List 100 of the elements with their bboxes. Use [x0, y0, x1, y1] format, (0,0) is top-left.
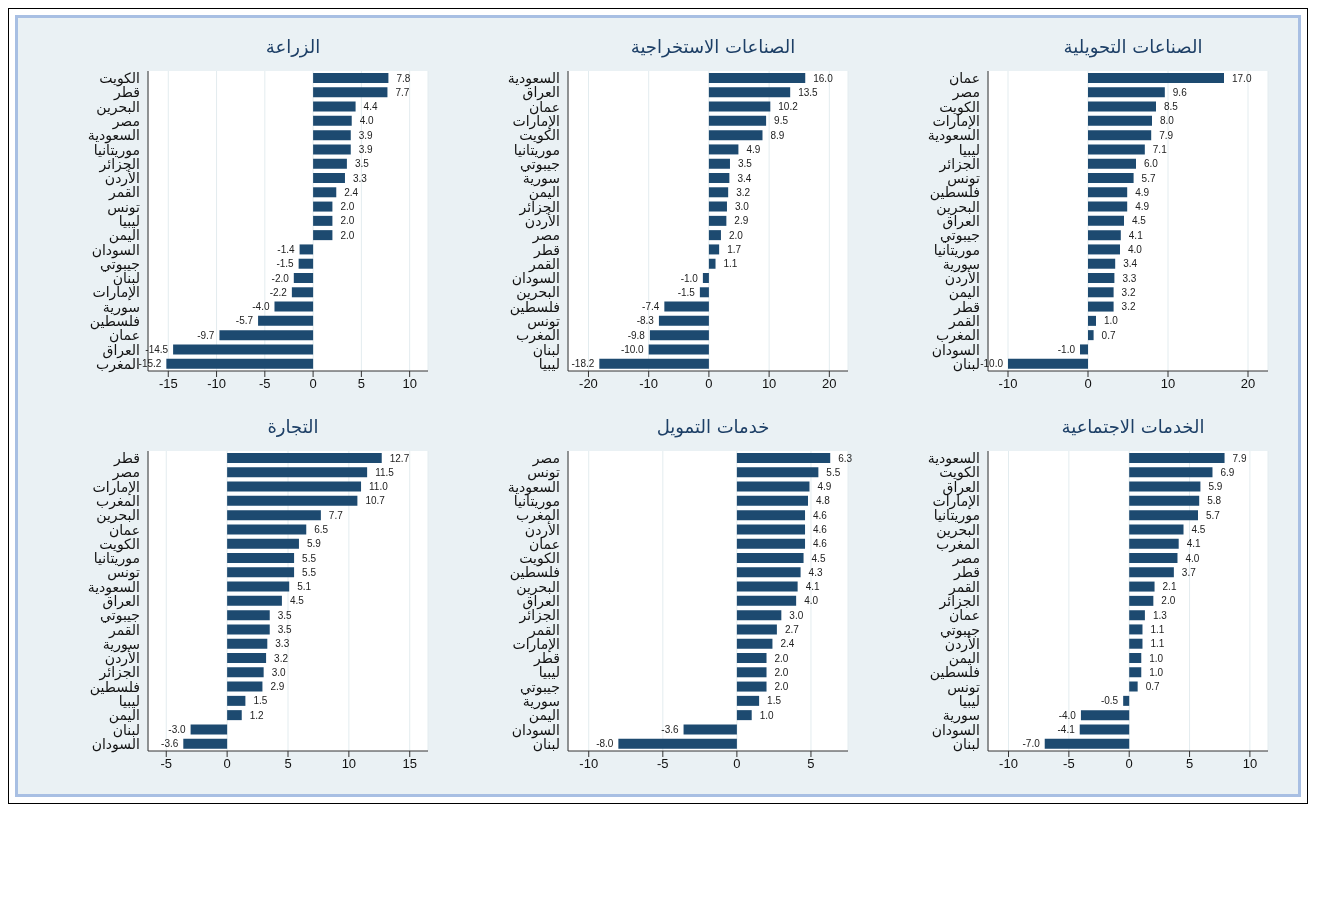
x-tick-label: 0 — [705, 376, 713, 392]
x-tick-label: 10 — [761, 376, 777, 392]
data-label: 3.2 — [1121, 286, 1136, 298]
data-label: 4.0 — [1128, 243, 1143, 255]
bar — [227, 595, 282, 606]
bar — [227, 524, 307, 535]
bar — [1088, 315, 1096, 326]
data-label: 4.5 — [289, 595, 305, 607]
data-label: -18.2 — [571, 358, 595, 370]
x-tick-label: 10 — [1160, 376, 1176, 392]
data-label: -4.0 — [252, 301, 270, 313]
data-label: -10.0 — [620, 343, 645, 355]
data-label: -14.5 — [145, 343, 169, 355]
bar — [219, 330, 314, 341]
x-tick-label: 5 — [807, 756, 815, 772]
data-label: 8.9 — [770, 129, 785, 141]
data-label: -2.0 — [271, 272, 290, 284]
bar — [227, 467, 368, 478]
x-tick-label: 10 — [402, 376, 417, 392]
chart-title: الصناعات الاستخراجية — [629, 36, 797, 60]
x-tick-label: 0 — [1084, 376, 1092, 392]
y-tick-label: السعودية — [507, 70, 560, 88]
bar — [1079, 724, 1130, 735]
bar — [227, 567, 295, 578]
bar — [708, 73, 806, 83]
bar — [1088, 201, 1128, 212]
bar — [708, 101, 771, 112]
bar — [708, 115, 767, 126]
bar — [1088, 101, 1156, 112]
bar — [227, 581, 290, 592]
data-label: 3.4 — [737, 172, 752, 184]
data-label: 5.9 — [1208, 481, 1223, 493]
bar — [736, 624, 777, 635]
data-label: 11.5 — [375, 466, 395, 478]
data-label: 10.7 — [365, 495, 386, 507]
bar — [708, 215, 727, 226]
data-label: 2.4 — [780, 638, 795, 650]
bar — [1088, 173, 1134, 183]
bar — [736, 681, 767, 692]
bar — [1129, 595, 1154, 606]
data-label: -4.1 — [1057, 723, 1076, 735]
data-label: -1.0 — [1057, 343, 1076, 355]
bar — [1008, 358, 1088, 369]
bar — [313, 144, 351, 155]
bar — [227, 538, 299, 549]
x-tick-label: -10 — [998, 376, 1018, 392]
data-label: 7.9 — [1159, 129, 1174, 141]
data-label: 7.1 — [1152, 143, 1168, 155]
chart-title: التجارة — [266, 416, 320, 439]
bar — [736, 510, 806, 521]
x-tick-label: 15 — [402, 756, 417, 772]
bar — [190, 724, 228, 735]
data-label: 3.4 — [1123, 258, 1138, 270]
data-label: 3.3 — [1122, 272, 1137, 284]
bar — [1129, 467, 1213, 478]
y-tick-label: مصر — [531, 450, 560, 468]
bar — [1129, 553, 1178, 563]
bar — [1088, 273, 1115, 283]
bar — [736, 467, 819, 478]
bar — [1129, 624, 1143, 635]
bar — [1088, 73, 1224, 83]
data-label: 4.8 — [816, 495, 831, 507]
data-label: 5.5 — [302, 566, 317, 578]
x-tick-label: -15 — [158, 376, 178, 392]
bar — [299, 244, 314, 255]
bar — [166, 358, 314, 369]
data-label: 3.0 — [734, 201, 750, 213]
data-label: 6.3 — [838, 452, 853, 464]
data-label: 4.6 — [813, 538, 828, 550]
data-label: 1.0 — [1149, 666, 1164, 678]
bar — [708, 230, 721, 241]
data-label: 5.1 — [297, 581, 312, 593]
bar — [664, 301, 709, 312]
bar — [736, 667, 767, 678]
bar — [183, 738, 228, 749]
data-label: -4.0 — [1058, 709, 1077, 721]
x-tick-label: 20 — [1240, 376, 1256, 392]
data-label: 2.9 — [270, 681, 285, 693]
bar — [227, 653, 267, 663]
bar — [1088, 301, 1114, 312]
bar — [1088, 215, 1124, 226]
bar — [313, 187, 337, 198]
bar — [1088, 244, 1120, 255]
bar — [736, 581, 798, 592]
data-label: -7.4 — [642, 301, 660, 313]
bar — [736, 567, 801, 578]
x-tick-label: -10 — [207, 376, 226, 392]
data-label: 4.1 — [805, 581, 820, 593]
bar — [291, 287, 314, 298]
x-tick-label: 0 — [309, 376, 317, 392]
data-label: 3.7 — [1181, 566, 1197, 578]
bar — [736, 553, 804, 563]
y-tick-label: عمان — [949, 70, 980, 87]
data-label: 10.2 — [778, 101, 799, 113]
bar — [227, 495, 358, 506]
bar — [736, 695, 760, 706]
data-label: 1.3 — [1152, 609, 1168, 621]
bar — [1129, 538, 1179, 549]
bar — [1129, 638, 1143, 649]
bar — [736, 638, 773, 649]
